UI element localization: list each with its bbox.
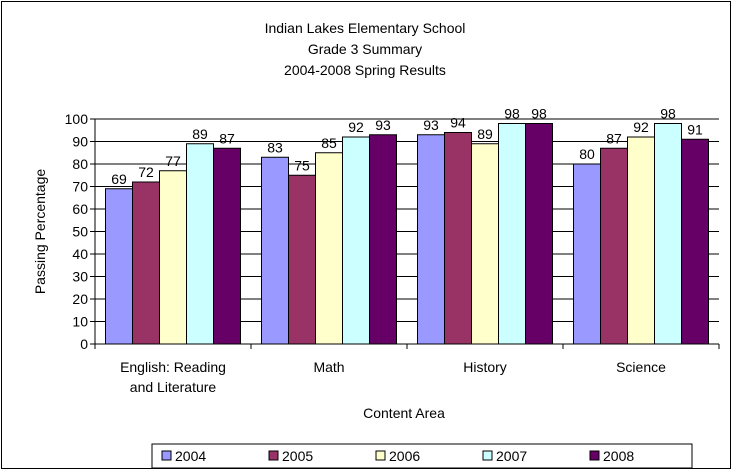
- y-tick-label: 80: [72, 156, 88, 172]
- x-tick-label: Math: [313, 359, 344, 375]
- data-labels: 69 72 77 89 87 83 75 85 92 93 93 94 89 98 98 80 87 92 98 91: [111, 106, 703, 187]
- bar-2007: [342, 136, 370, 345]
- y-tick-label: 50: [72, 224, 88, 240]
- bar-2006: [315, 152, 343, 345]
- data-label: 98: [531, 106, 547, 122]
- y-tick-label: 100: [65, 111, 89, 127]
- legend-box: [151, 443, 693, 469]
- legend-label: 2005: [282, 448, 313, 464]
- bar-2008: [369, 134, 397, 345]
- bars: [105, 123, 709, 345]
- legend: 2004 2005 2006 2007 2008: [151, 443, 693, 469]
- bar-2008: [525, 123, 553, 345]
- chart-title-line: Grade 3 Summary: [308, 41, 422, 57]
- bar-2004: [417, 134, 445, 345]
- legend-label: 2008: [603, 448, 634, 464]
- x-tick-label: Science: [616, 359, 666, 375]
- bar-2006: [471, 143, 499, 345]
- chart-title-line: 2004-2008 Spring Results: [284, 62, 446, 78]
- data-label: 75: [294, 157, 310, 173]
- y-tick-label: 60: [72, 201, 88, 217]
- legend-swatch-2007: [482, 450, 493, 461]
- legend-swatch-2004: [161, 450, 172, 461]
- y-tick-label: 20: [72, 291, 88, 307]
- legend-label: 2007: [496, 448, 527, 464]
- x-tick-label: and Literature: [130, 379, 217, 395]
- axes: [94, 119, 720, 349]
- bar-2004: [261, 156, 289, 345]
- x-tick-label: History: [463, 359, 507, 375]
- data-label: 72: [138, 164, 154, 180]
- data-label: 85: [321, 135, 337, 151]
- chart-title: Indian Lakes Elementary School Grade 3 Su…: [265, 20, 466, 78]
- data-label: 93: [423, 117, 439, 133]
- x-tick-label: English: Reading: [120, 359, 226, 375]
- bar-2006: [627, 136, 655, 345]
- legend-swatch-2006: [375, 450, 386, 461]
- bar-2005: [600, 147, 628, 345]
- data-label: 89: [192, 126, 208, 142]
- bar-2004: [105, 188, 133, 345]
- y-tick-label: 70: [72, 179, 88, 195]
- data-label: 93: [375, 117, 391, 133]
- data-label: 87: [606, 130, 622, 146]
- data-label: 69: [111, 171, 127, 187]
- data-label: 91: [687, 121, 703, 137]
- data-label: 77: [165, 153, 181, 169]
- bar-2006: [159, 170, 187, 345]
- bar-2005: [444, 132, 472, 345]
- x-tick-labels: English: Reading and Literature Math Histor…: [120, 359, 666, 395]
- data-label: 87: [219, 130, 235, 146]
- data-label: 80: [579, 146, 595, 162]
- bar-2007: [498, 123, 526, 345]
- data-label: 98: [660, 106, 676, 122]
- y-tick-labels: 0 10 20 30 40 50 60 70 80 90 100: [65, 111, 89, 352]
- bar-2005: [132, 181, 160, 345]
- legend-swatch-2005: [268, 450, 279, 461]
- data-label: 92: [633, 119, 649, 135]
- y-axis-title: Passing Percentage: [32, 169, 48, 295]
- y-tick-label: 0: [80, 336, 88, 352]
- bar-2008: [681, 138, 709, 345]
- data-label: 89: [477, 126, 493, 142]
- y-tick-label: 10: [72, 314, 88, 330]
- y-tick-label: 90: [72, 134, 88, 150]
- y-tick-label: 40: [72, 246, 88, 262]
- legend-label: 2004: [175, 448, 206, 464]
- bar-2005: [288, 174, 316, 345]
- data-label: 94: [450, 115, 466, 131]
- chart-title-line: Indian Lakes Elementary School: [265, 20, 466, 36]
- bar-2008: [213, 147, 241, 345]
- bar-2007: [186, 143, 214, 345]
- bar-2004: [573, 163, 601, 345]
- y-tick-label: 30: [72, 269, 88, 285]
- legend-swatch-2008: [589, 450, 600, 461]
- data-label: 92: [348, 119, 364, 135]
- bar-2007: [654, 123, 682, 345]
- data-label: 98: [504, 106, 520, 122]
- legend-label: 2006: [389, 448, 420, 464]
- x-axis-title: Content Area: [363, 405, 445, 421]
- data-label: 83: [267, 139, 283, 155]
